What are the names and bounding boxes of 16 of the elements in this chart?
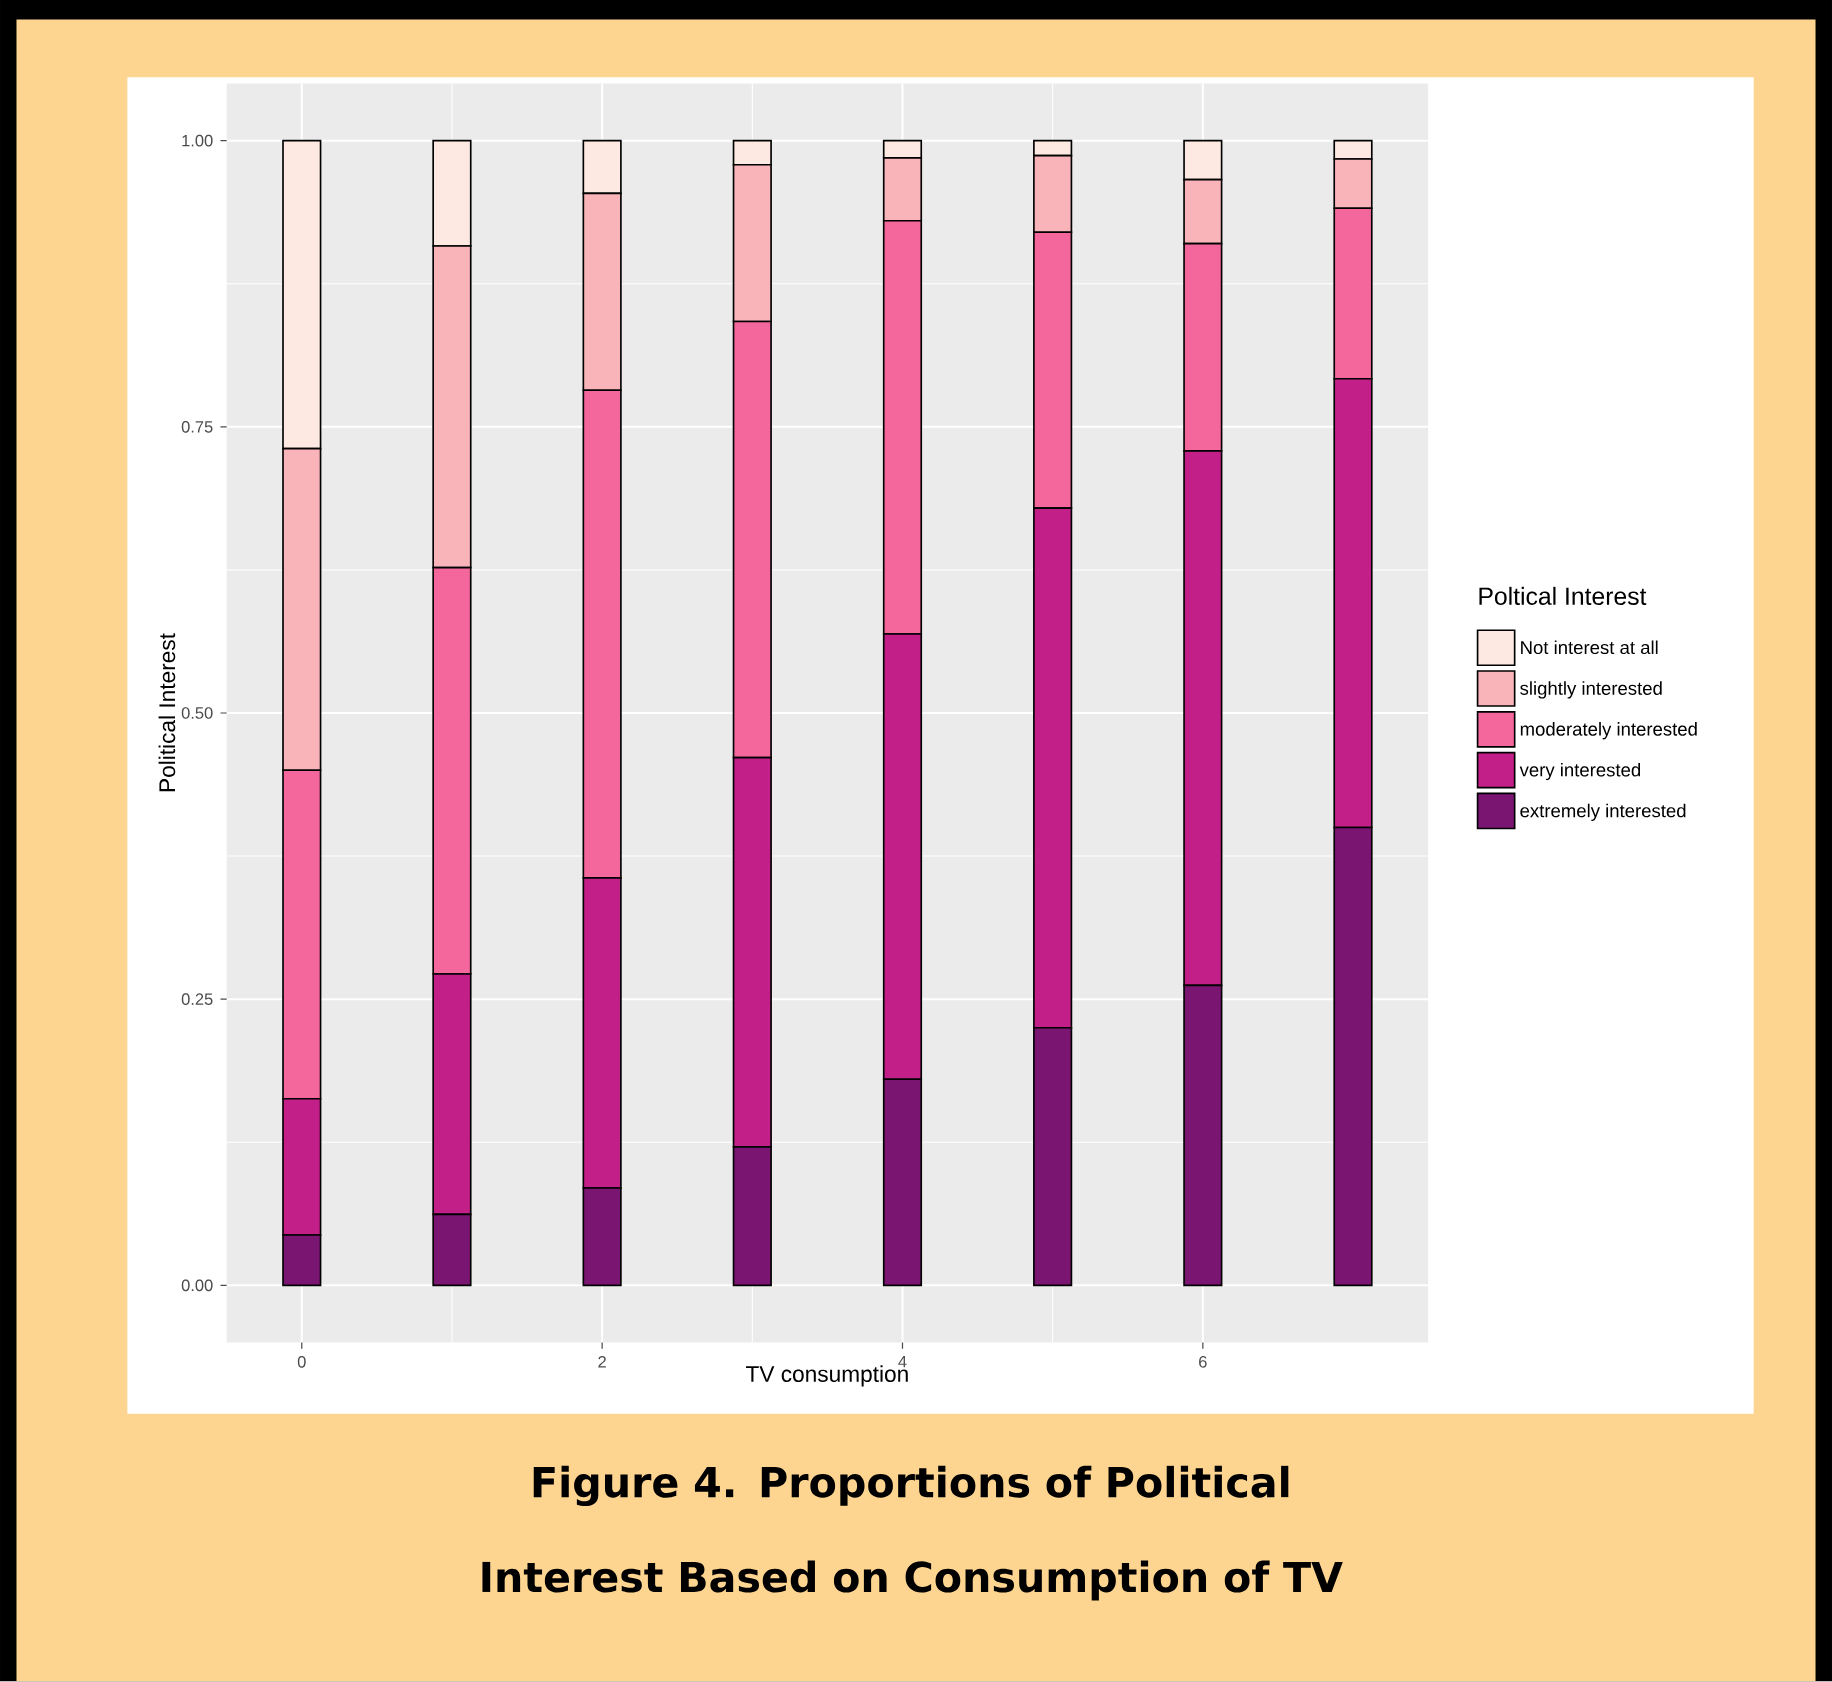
- y-tick-label: 0.50: [181, 707, 213, 720]
- legend-label: very interested: [1519, 763, 1641, 781]
- y-tick-label: 0.00: [181, 1279, 213, 1292]
- legend-label: extremely interested: [1520, 803, 1686, 822]
- chart-title: Figure 4. Proportions of Political Interest Based on Consumption of TV: [482, 1466, 1343, 1601]
- legend-label: slightly interested: [1520, 681, 1662, 699]
- legend-label: Not interest at all: [1521, 640, 1658, 655]
- x-tick-label: 2: [598, 1356, 606, 1368]
- x-tick-label: 0: [297, 1356, 306, 1368]
- y-tick-label: 0.25: [181, 993, 213, 1006]
- legend-label: moderately interested: [1520, 722, 1697, 740]
- y-axis-title: Political Interest: [158, 633, 176, 792]
- y-tick-label: 0.75: [181, 421, 213, 433]
- y-tick-label: 1.00: [182, 135, 213, 147]
- x-tick-label: 6: [1199, 1356, 1207, 1368]
- legend-title: Poltical Interest: [1479, 587, 1647, 606]
